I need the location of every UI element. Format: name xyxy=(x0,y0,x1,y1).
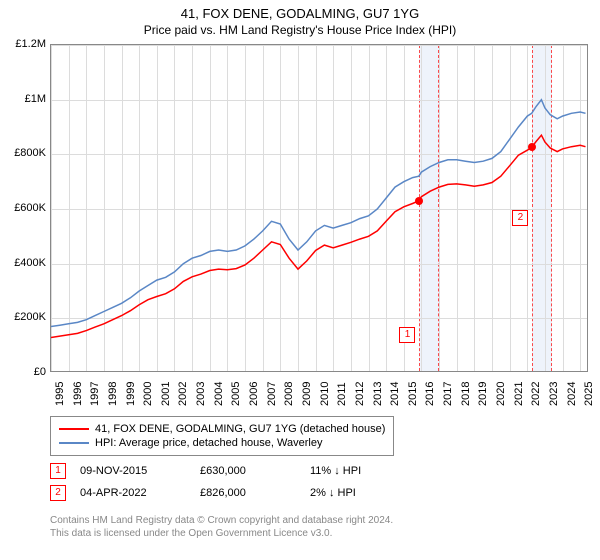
marker-label: 2 xyxy=(512,210,528,226)
x-axis-label: 2006 xyxy=(248,382,260,406)
x-axis-label: 2004 xyxy=(213,382,225,406)
x-axis-label: 2017 xyxy=(442,382,454,406)
x-axis-label: 2019 xyxy=(477,382,489,406)
x-axis-label: 1998 xyxy=(107,382,119,406)
transaction-row: 2 04-APR-2022£826,0002% ↓ HPI xyxy=(50,482,420,504)
x-axis-label: 2013 xyxy=(372,382,384,406)
x-axis-label: 2001 xyxy=(160,382,172,406)
y-axis-label: £400K xyxy=(2,257,46,269)
x-axis-label: 2007 xyxy=(266,382,278,406)
footer-line: This data is licensed under the Open Gov… xyxy=(50,527,393,540)
x-axis-label: 2014 xyxy=(389,382,401,406)
legend: 41, FOX DENE, GODALMING, GU7 1YG (detach… xyxy=(50,416,394,456)
transaction-dot xyxy=(415,197,423,205)
legend-item: HPI: Average price, detached house, Wave… xyxy=(59,437,385,449)
x-axis-label: 2023 xyxy=(548,382,560,406)
plot-area: 12 xyxy=(50,44,588,372)
x-axis-label: 2025 xyxy=(583,382,595,406)
x-axis-label: 2005 xyxy=(230,382,242,406)
marker-label: 1 xyxy=(399,327,415,343)
x-axis-label: 2016 xyxy=(424,382,436,406)
x-axis-label: 1995 xyxy=(54,382,66,406)
transactions-table: 1 09-NOV-2015£630,00011% ↓ HPI 2 04-APR-202… xyxy=(50,460,420,504)
x-axis-label: 2009 xyxy=(301,382,313,406)
footer-line: Contains HM Land Registry data © Crown c… xyxy=(50,514,393,527)
chart-container: 41, FOX DENE, GODALMING, GU7 1YG Price p… xyxy=(0,0,600,560)
transaction-delta: 2% ↓ HPI xyxy=(310,487,420,499)
transaction-date: 09-NOV-2015 xyxy=(80,465,200,477)
x-axis-label: 2022 xyxy=(530,382,542,406)
y-axis-label: £0 xyxy=(2,366,46,378)
transaction-date: 04-APR-2022 xyxy=(80,487,200,499)
x-axis-label: 2000 xyxy=(142,382,154,406)
y-axis-label: £200K xyxy=(2,311,46,323)
x-axis-label: 2003 xyxy=(195,382,207,406)
x-axis-label: 2002 xyxy=(177,382,189,406)
x-axis-label: 1999 xyxy=(125,382,137,406)
y-axis-label: £800K xyxy=(2,147,46,159)
legend-label: 41, FOX DENE, GODALMING, GU7 1YG (detach… xyxy=(95,423,385,435)
series-svg xyxy=(51,45,589,373)
transaction-delta: 11% ↓ HPI xyxy=(310,465,420,477)
x-axis-label: 2011 xyxy=(336,382,348,406)
transaction-row: 1 09-NOV-2015£630,00011% ↓ HPI xyxy=(50,460,420,482)
x-axis-label: 1997 xyxy=(89,382,101,406)
transaction-marker: 2 xyxy=(50,485,66,501)
footer-text: Contains HM Land Registry data © Crown c… xyxy=(50,514,393,540)
series-price_paid xyxy=(51,135,586,337)
legend-item: 41, FOX DENE, GODALMING, GU7 1YG (detach… xyxy=(59,423,385,435)
transaction-marker: 1 xyxy=(50,463,66,479)
chart-subtitle: Price paid vs. HM Land Registry's House … xyxy=(0,21,600,41)
series-hpi xyxy=(51,100,586,327)
y-axis-label: £600K xyxy=(2,202,46,214)
x-axis-label: 1996 xyxy=(72,382,84,406)
legend-swatch xyxy=(59,442,89,444)
x-axis-label: 2020 xyxy=(495,382,507,406)
x-axis-label: 2008 xyxy=(283,382,295,406)
x-axis-label: 2021 xyxy=(513,382,525,406)
x-axis-label: 2012 xyxy=(354,382,366,406)
transaction-dot xyxy=(528,143,536,151)
transaction-price: £826,000 xyxy=(200,487,310,499)
transaction-price: £630,000 xyxy=(200,465,310,477)
legend-label: HPI: Average price, detached house, Wave… xyxy=(95,437,322,449)
y-axis-label: £1.2M xyxy=(2,38,46,50)
x-axis-label: 2018 xyxy=(460,382,472,406)
x-axis-label: 2015 xyxy=(407,382,419,406)
x-axis-label: 2010 xyxy=(319,382,331,406)
legend-swatch xyxy=(59,428,89,430)
x-axis-label: 2024 xyxy=(566,382,578,406)
y-axis-label: £1M xyxy=(2,93,46,105)
chart-title: 41, FOX DENE, GODALMING, GU7 1YG xyxy=(0,0,600,21)
